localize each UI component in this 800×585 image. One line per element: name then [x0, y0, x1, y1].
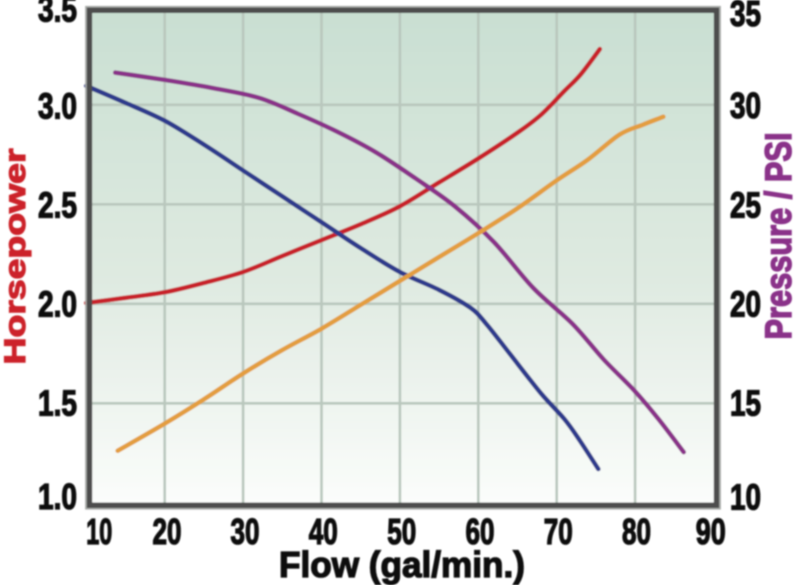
svg-text:30: 30	[231, 511, 260, 552]
svg-text:70: 70	[544, 511, 573, 552]
svg-text:1.5: 1.5	[38, 383, 77, 424]
svg-text:40: 40	[309, 511, 338, 552]
svg-text:2.5: 2.5	[38, 184, 77, 225]
svg-text:35: 35	[730, 0, 761, 34]
svg-text:Pressure / PSI: Pressure / PSI	[758, 133, 800, 340]
svg-text:80: 80	[622, 511, 651, 552]
svg-text:3.0: 3.0	[38, 86, 77, 127]
svg-text:60: 60	[466, 511, 495, 552]
svg-text:90: 90	[696, 511, 726, 552]
svg-text:20: 20	[153, 511, 182, 552]
svg-text:30: 30	[730, 85, 761, 126]
svg-text:25: 25	[730, 184, 761, 225]
svg-text:15: 15	[730, 383, 761, 424]
svg-text:20: 20	[730, 283, 761, 324]
svg-text:Horsepower: Horsepower	[0, 148, 32, 364]
svg-text:50: 50	[387, 511, 416, 552]
svg-text:3.5: 3.5	[38, 0, 77, 29]
svg-text:10: 10	[730, 477, 761, 518]
svg-text:Flow (gal/min.): Flow (gal/min.)	[279, 544, 525, 585]
svg-text:2.0: 2.0	[38, 283, 77, 324]
svg-text:10: 10	[86, 511, 112, 552]
svg-text:1.0: 1.0	[38, 476, 77, 517]
